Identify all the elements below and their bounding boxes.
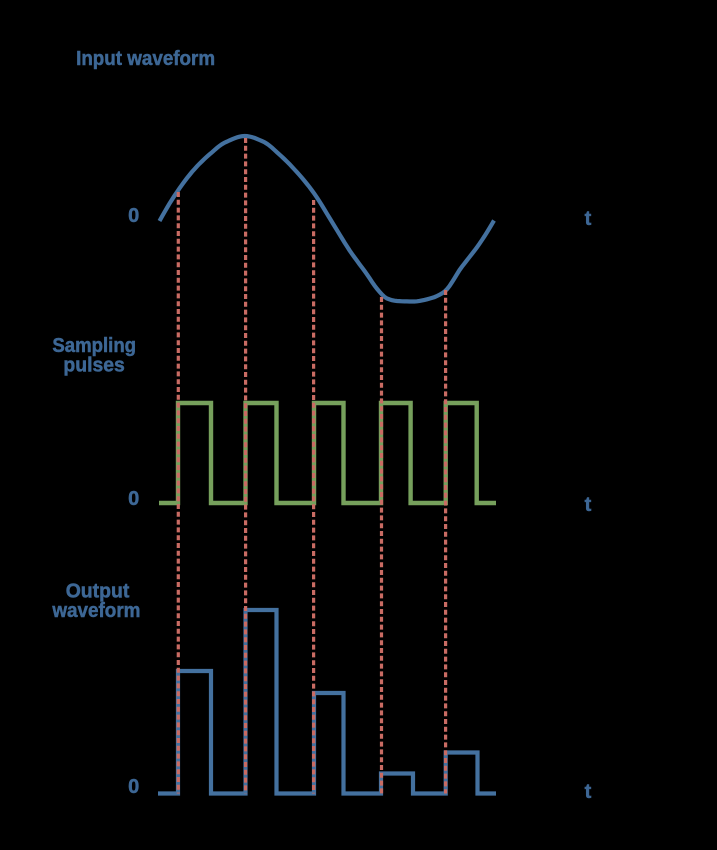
svg-text:pulses: pulses	[63, 355, 124, 377]
svg-text:Output: Output	[66, 581, 130, 603]
svg-text:t: t	[585, 208, 592, 230]
svg-text:t: t	[585, 494, 592, 516]
svg-text:0: 0	[128, 488, 139, 510]
svg-text:t: t	[585, 781, 592, 803]
svg-text:0: 0	[128, 776, 139, 798]
svg-text:Sampling: Sampling	[52, 335, 136, 357]
svg-text:Input waveform: Input waveform	[76, 48, 215, 70]
svg-text:waveform: waveform	[51, 600, 140, 622]
svg-text:0: 0	[128, 205, 139, 227]
